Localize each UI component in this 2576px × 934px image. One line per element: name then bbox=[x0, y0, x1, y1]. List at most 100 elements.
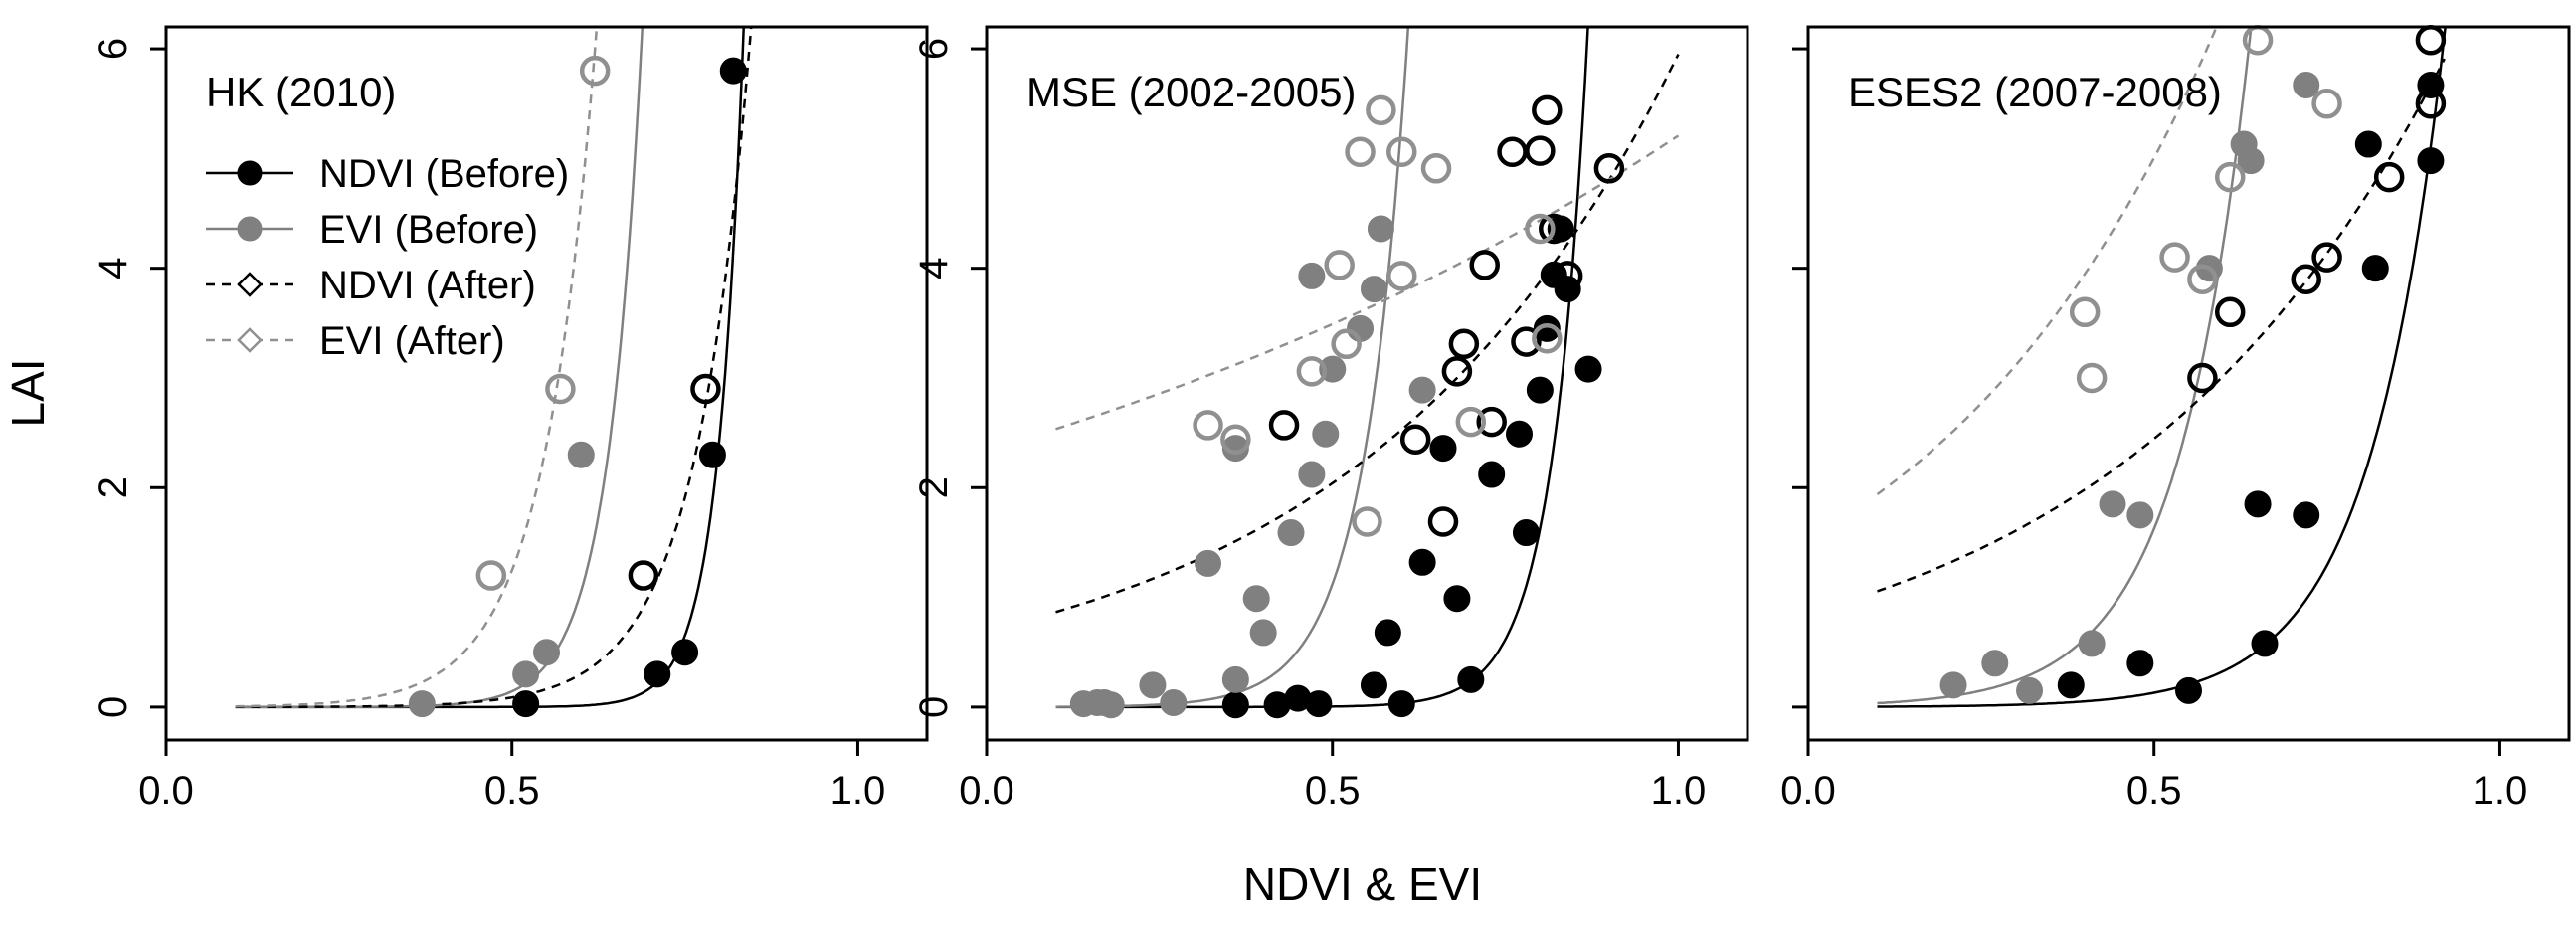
point-ndvi-after bbox=[2214, 296, 2246, 328]
point-ndvi-after bbox=[1497, 136, 1528, 168]
point-evi-after bbox=[2311, 88, 2342, 119]
point-ndvi-before bbox=[2293, 501, 2320, 529]
point-ndvi-after bbox=[1441, 356, 1473, 387]
x-tick-label: 0.0 bbox=[1780, 769, 1836, 813]
point-evi-after bbox=[1331, 328, 1362, 360]
point-evi-after bbox=[2069, 296, 2101, 328]
point-ndvi-after bbox=[2373, 161, 2405, 193]
point-ndvi-before bbox=[1374, 619, 1401, 647]
point-evi-before bbox=[2293, 71, 2320, 98]
point-ndvi-after bbox=[1593, 153, 1625, 184]
point-ndvi-before bbox=[2354, 130, 2382, 158]
point-evi-before bbox=[1160, 688, 1188, 716]
legend-marker-icon bbox=[237, 327, 263, 353]
point-evi-after bbox=[475, 560, 507, 591]
panel-1: 0.0 0.5 1.0 0 2 4 6 HK (2010) NDVI (Before) EVI (… bbox=[92, 25, 929, 813]
point-evi-before bbox=[2078, 630, 2106, 657]
point-ndvi-after bbox=[1539, 213, 1569, 245]
y-tick-label: 0 bbox=[92, 696, 135, 718]
point-evi-after bbox=[1296, 356, 1328, 387]
point-evi-before bbox=[1139, 671, 1167, 699]
legend-label: EVI (After) bbox=[319, 319, 505, 363]
point-evi-after bbox=[2159, 242, 2190, 273]
x-tick-label: 0.5 bbox=[1305, 769, 1361, 813]
y-tick-label: 6 bbox=[92, 38, 135, 60]
point-evi-after bbox=[2187, 264, 2218, 294]
y-tick-label: 2 bbox=[912, 476, 956, 498]
point-ndvi-before bbox=[1506, 420, 1533, 448]
x-axis-label: NDVI & EVI bbox=[1243, 858, 1482, 910]
point-evi-before bbox=[2126, 501, 2154, 529]
point-ndvi-before bbox=[2361, 255, 2389, 282]
point-ndvi-before bbox=[1526, 376, 1554, 404]
panel-title: MSE (2002-2005) bbox=[1026, 69, 1357, 115]
point-ndvi-before bbox=[1478, 461, 1506, 488]
point-ndvi-before bbox=[1387, 690, 1415, 718]
point-evi-before bbox=[1298, 262, 1326, 289]
point-evi-after bbox=[1345, 136, 1376, 168]
point-ndvi-after bbox=[690, 373, 721, 405]
point-ndvi-after bbox=[2415, 88, 2447, 119]
point-evi-after bbox=[1420, 153, 1452, 184]
panels: 0.0 0.5 1.0 0 2 4 6 HK (2010) NDVI (Before) EVI (… bbox=[92, 24, 2571, 813]
x-tick-label: 0.0 bbox=[138, 769, 194, 813]
point-evi-before bbox=[1360, 276, 1387, 303]
legend-label: NDVI (After) bbox=[319, 264, 536, 307]
fit-curve-ndvi-before bbox=[1055, 27, 1589, 709]
point-ndvi-before bbox=[644, 660, 671, 688]
point-ndvi-after bbox=[1469, 250, 1500, 280]
point-evi-after bbox=[2076, 362, 2108, 394]
point-ndvi-after bbox=[2311, 242, 2342, 273]
point-evi-after bbox=[1220, 424, 1251, 456]
point-ndvi-before bbox=[1512, 519, 1540, 547]
fit-curve-ndvi-after bbox=[1055, 54, 1680, 614]
point-evi-after bbox=[1455, 406, 1487, 438]
x-tick-label: 1.0 bbox=[1651, 769, 1707, 813]
point-ndvi-after bbox=[1511, 326, 1542, 357]
x-tick-label: 0.5 bbox=[2126, 769, 2182, 813]
point-evi-before bbox=[2237, 147, 2265, 175]
point-evi-before bbox=[1277, 519, 1305, 547]
plot-frame bbox=[985, 25, 1749, 742]
fit-curve-ndvi-after bbox=[1877, 58, 2446, 593]
point-evi-before bbox=[408, 690, 436, 718]
y-tick-label: 2 bbox=[92, 476, 135, 498]
point-evi-after bbox=[1352, 506, 1382, 537]
fit-curve-evi-before bbox=[1055, 27, 1410, 708]
point-ndvi-before bbox=[1221, 691, 1249, 719]
legend-marker-icon bbox=[237, 216, 263, 242]
point-ndvi-after bbox=[1399, 424, 1431, 456]
point-evi-after bbox=[1324, 250, 1355, 280]
point-ndvi-before bbox=[2417, 147, 2445, 175]
point-ndvi-before bbox=[1533, 314, 1561, 342]
point-ndvi-after bbox=[2415, 24, 2447, 56]
point-ndvi-before bbox=[1457, 665, 1485, 693]
point-ndvi-before bbox=[1305, 690, 1333, 718]
point-evi-before bbox=[512, 660, 540, 688]
point-evi-before bbox=[1408, 376, 1436, 404]
y-tick-label: 4 bbox=[92, 258, 135, 280]
point-ndvi-before bbox=[2126, 650, 2154, 677]
point-ndvi-before bbox=[698, 441, 726, 468]
point-ndvi-after bbox=[2291, 264, 2321, 294]
point-evi-before bbox=[1195, 549, 1222, 577]
y-axis-label: LAI bbox=[2, 358, 54, 427]
point-evi-before bbox=[533, 639, 560, 666]
point-ndvi-after bbox=[628, 560, 659, 591]
point-evi-before bbox=[1939, 671, 1967, 699]
point-ndvi-before bbox=[1429, 435, 1457, 463]
legend-label: NDVI (Before) bbox=[319, 152, 569, 196]
point-ndvi-after bbox=[1448, 328, 1480, 360]
point-evi-before bbox=[1367, 215, 1394, 243]
x-tick-label: 1.0 bbox=[830, 769, 886, 813]
point-evi-before bbox=[2099, 490, 2126, 518]
point-evi-before bbox=[567, 441, 595, 468]
y-tick-label: 6 bbox=[912, 38, 956, 60]
panel-3: 0.0 0.5 1.0 ESES2 (2007-2008) bbox=[1780, 24, 2571, 813]
point-evi-before bbox=[1097, 691, 1125, 719]
point-ndvi-before bbox=[2175, 676, 2202, 704]
plot-frame bbox=[164, 25, 929, 742]
legend-marker-icon bbox=[237, 272, 263, 297]
legend-label: EVI (Before) bbox=[319, 208, 538, 252]
point-evi-after bbox=[1386, 136, 1417, 168]
